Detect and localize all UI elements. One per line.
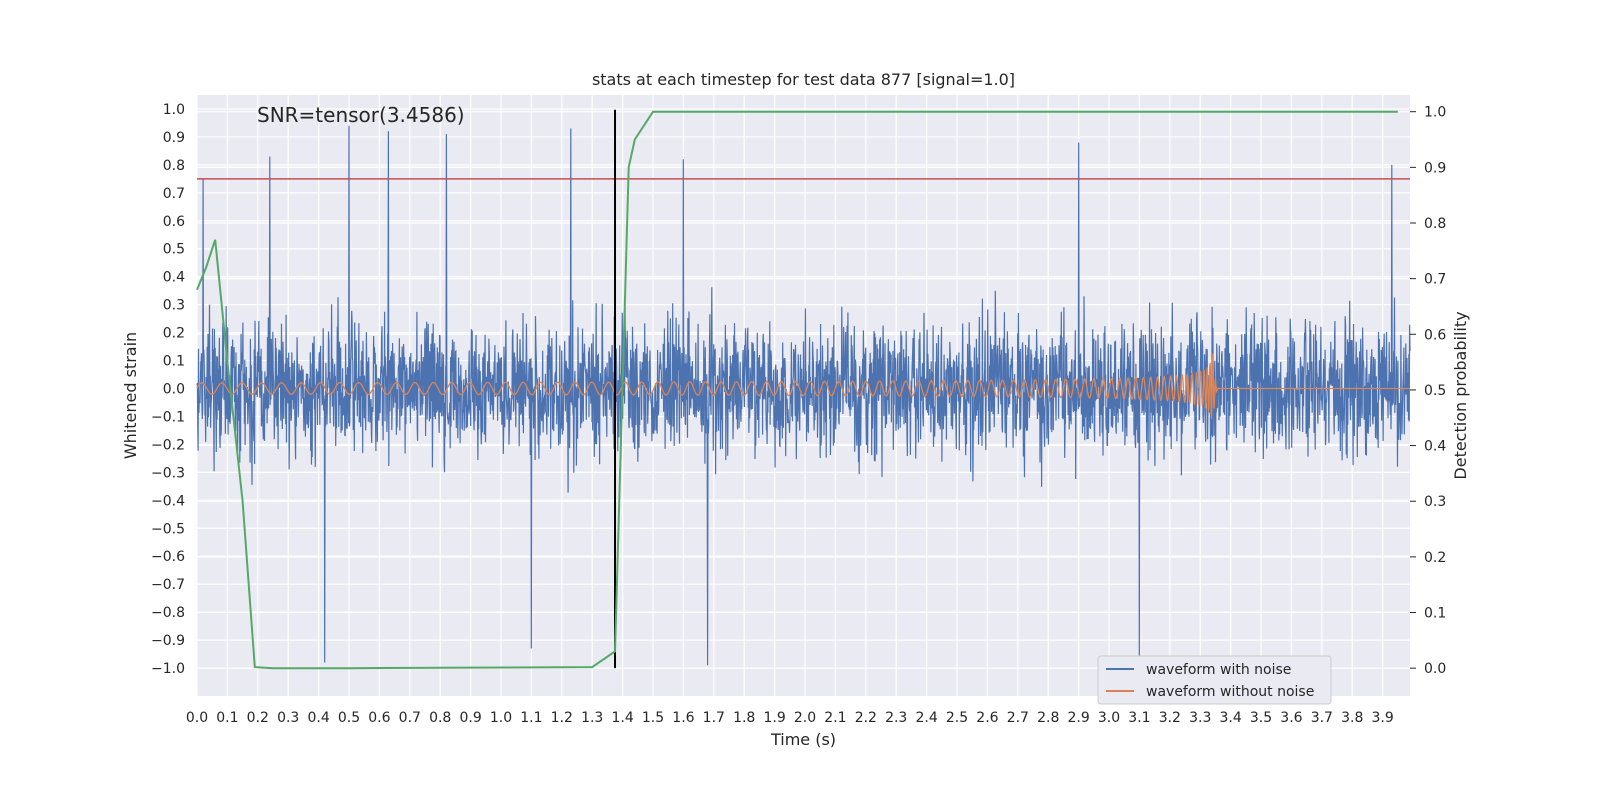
y2-tick-label: 1.0 (1424, 105, 1446, 121)
y-tick-label: 0.5 (163, 242, 185, 258)
x-tick-label: 3.2 (1159, 710, 1181, 726)
y-tick-label: −1.0 (151, 661, 185, 677)
x-tick-label: 3.0 (1098, 710, 1120, 726)
y-tick-label: 0.6 (163, 214, 185, 230)
x-tick-label: 1.0 (490, 710, 512, 726)
y-tick-labels: 1.0 0.9 0.8 0.7 0.6 0.5 0.4 0.3 0.2 0.1 0.0 −0.1 −0.… (151, 102, 185, 677)
y-tick-label: 0.2 (163, 326, 185, 342)
x-tick-label: 3.1 (1128, 710, 1150, 726)
x-tick-label: 2.2 (855, 710, 877, 726)
x-tick-label: 0.1 (216, 710, 238, 726)
x-tick-label: 2.0 (794, 710, 816, 726)
x-tick-label: 1.6 (672, 710, 694, 726)
x-tick-label: 0.7 (399, 710, 421, 726)
y2-tick-label: 0.8 (1424, 216, 1446, 232)
x-tick-label: 1.3 (581, 710, 603, 726)
legend: waveform with noise waveform without noi… (1097, 655, 1332, 705)
x-tick-label: 3.9 (1372, 710, 1394, 726)
x-tick-label: 3.4 (1220, 710, 1242, 726)
y-tick-label: 0.4 (163, 270, 185, 286)
y2-tick-label: 0.9 (1424, 160, 1446, 176)
series-detection-probability (196, 110, 1398, 670)
x-tick-label: 2.7 (1007, 710, 1029, 726)
y2-axis-label: Detection probability (1451, 311, 1470, 479)
x-tick-label: 1.9 (763, 710, 785, 726)
x-tick-label: 1.8 (733, 710, 755, 726)
x-tick-label: 2.8 (1037, 710, 1059, 726)
snr-annotation: SNR=tensor(3.4586) (257, 103, 465, 127)
y-tick-label: −0.3 (151, 465, 185, 481)
probability-line (196, 110, 1398, 670)
x-tick-label: 3.8 (1341, 710, 1363, 726)
x-tick-label: 2.5 (946, 710, 968, 726)
y2-tick-labels: 1.0 0.9 0.8 0.7 0.6 0.5 0.4 0.3 0.2 0.1 0.0 (1410, 105, 1446, 677)
y-tick-label: −0.7 (151, 577, 185, 593)
x-tick-label: 3.5 (1250, 710, 1272, 726)
y-tick-label: −0.1 (151, 409, 185, 425)
x-tick-label: 3.3 (1189, 710, 1211, 726)
x-tick-label: 1.5 (642, 710, 664, 726)
x-tick-label: 2.4 (915, 710, 937, 726)
y2-tick-label: 0.0 (1424, 661, 1446, 677)
series-waveform-without-noise (196, 353, 1410, 420)
x-tick-label: 1.7 (703, 710, 725, 726)
x-tick-label: 1.4 (611, 710, 633, 726)
x-tick-label: 0.9 (459, 710, 481, 726)
y2-tick-label: 0.5 (1424, 383, 1446, 399)
legend-label-clean: waveform without noise (1146, 684, 1314, 700)
y2-tick-label: 0.7 (1424, 272, 1446, 288)
x-tick-label: 0.4 (307, 710, 329, 726)
y-tick-label: −0.6 (151, 549, 185, 565)
x-axis-label: Time (s) (770, 730, 836, 749)
x-tick-label: 2.9 (1067, 710, 1089, 726)
y2-tick-label: 0.2 (1424, 550, 1446, 566)
legend-box (1097, 655, 1332, 705)
y2-tick-label: 0.1 (1424, 606, 1446, 622)
x-tick-label: 0.5 (338, 710, 360, 726)
x-tick-label: 2.3 (885, 710, 907, 726)
legend-label-noisy: waveform with noise (1146, 662, 1291, 678)
chart-title: stats at each timestep for test data 877… (592, 70, 1015, 89)
y-tick-label: 0.1 (163, 354, 185, 370)
x-tick-label: 0.3 (277, 710, 299, 726)
y-tick-label: −0.8 (151, 605, 185, 621)
x-tick-label: 2.6 (976, 710, 998, 726)
y-axis-label: Whitened strain (121, 332, 140, 459)
y-tick-label: 0.9 (163, 130, 185, 146)
y2-tick-label: 0.3 (1424, 494, 1446, 510)
x-tick-label: 0.0 (186, 710, 208, 726)
x-tick-label: 0.2 (247, 710, 269, 726)
y-tick-label: −0.2 (151, 437, 185, 453)
x-tick-label: 0.6 (368, 710, 390, 726)
y-tick-label: 0.3 (163, 298, 185, 314)
y-tick-label: 0.0 (163, 382, 185, 398)
series-waveform-with-noise (196, 125, 1411, 666)
x-tick-label: 2.1 (824, 710, 846, 726)
x-tick-labels: 0.0 0.1 0.2 0.3 0.4 0.5 0.6 0.7 0.8 0.9 1.0 1.1 1.2 1… (186, 710, 1394, 726)
clean-line (196, 353, 1410, 420)
y2-tick-label: 0.4 (1424, 439, 1446, 455)
x-tick-label: 3.7 (1311, 710, 1333, 726)
y-tick-label: 0.8 (163, 158, 185, 174)
y-tick-label: −0.4 (151, 493, 185, 509)
y2-tick-label: 0.6 (1424, 327, 1446, 343)
y-tick-label: 1.0 (163, 102, 185, 118)
x-tick-label: 1.1 (520, 710, 542, 726)
y-tick-label: −0.9 (151, 633, 185, 649)
noisy-line (196, 125, 1411, 666)
y-tick-label: −0.5 (151, 521, 185, 537)
x-tick-label: 0.8 (429, 710, 451, 726)
x-tick-label: 3.6 (1280, 710, 1302, 726)
x-tick-label: 1.2 (551, 710, 573, 726)
y-tick-label: 0.7 (163, 186, 185, 202)
